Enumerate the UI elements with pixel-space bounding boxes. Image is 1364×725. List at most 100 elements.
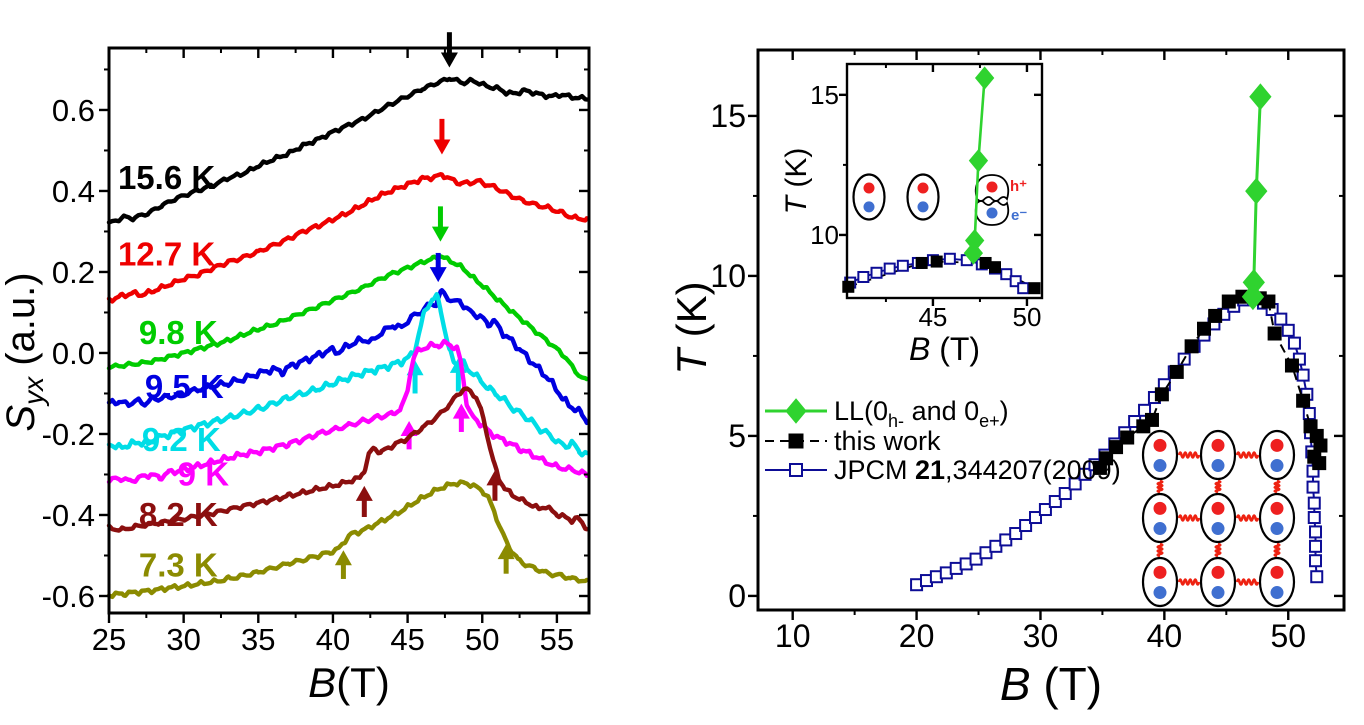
curve-15.6K — [106, 76, 589, 225]
inset-ll-point — [974, 66, 995, 90]
hole-dot — [863, 182, 875, 194]
spring-horizontal — [1235, 514, 1260, 522]
y-tick-label: 0.0 — [52, 336, 95, 371]
main-this_work-point — [1208, 308, 1223, 323]
exciton-ellipse — [1258, 429, 1296, 481]
inset-y-tick-label: 15 — [810, 80, 839, 110]
spring-vertical — [1273, 479, 1281, 494]
main-this_work-point — [1313, 438, 1328, 453]
curve-label-9.2K: 9.2 K — [142, 421, 221, 458]
legend-ll-point — [785, 398, 807, 424]
y-tick-label: -0.2 — [42, 417, 95, 452]
inset-yaxis-title: T (K) — [780, 148, 813, 215]
left-yaxis-title: Syx (a.u.) — [0, 272, 49, 431]
curve-label-9.8K: 9.8 K — [139, 314, 218, 351]
inset-jpcm-point — [1009, 275, 1022, 288]
y-tick-label: 10 — [710, 258, 746, 294]
hole-dot — [986, 181, 998, 193]
exciton-ellipse — [1141, 429, 1179, 481]
electron-dot — [1270, 522, 1284, 536]
x-tick-label: 55 — [540, 622, 574, 657]
hole-dot — [1270, 565, 1284, 579]
legend-jpcm-point — [789, 463, 803, 477]
main-jpcm-point — [1038, 503, 1052, 517]
legend-text-this_work: this work — [834, 426, 941, 456]
hole-dot — [1211, 565, 1225, 579]
main-this_work-point — [1267, 326, 1282, 341]
inset-jpcm-point — [1017, 282, 1030, 295]
main-this_work-point — [1261, 294, 1276, 309]
inset-this-work-point — [1028, 282, 1041, 295]
main-jpcm-point — [1274, 312, 1288, 326]
exciton-ellipse — [1199, 429, 1237, 481]
electron-dot — [986, 207, 998, 219]
inset-jpcm-point — [857, 270, 870, 283]
x-tick-label: 50 — [1270, 618, 1306, 654]
main-ll-point — [1241, 283, 1265, 311]
spring-vertical — [1214, 479, 1222, 494]
electron-dot — [1211, 459, 1225, 473]
main-jpcm-point — [1019, 519, 1033, 533]
y-tick-label: 5 — [728, 418, 746, 454]
electron-dot — [1153, 459, 1167, 473]
peak-arrow-head — [486, 470, 504, 486]
hole-dot — [1211, 438, 1225, 452]
right-panel: 10 20 30 40 50 0 5 10 15 B (T) T (K) LL(0h- and 0e+… — [668, 48, 1346, 710]
exciton-ellipse — [1199, 556, 1237, 608]
curve-label-8.2K: 8.2 K — [139, 496, 218, 533]
curve-9.8K — [106, 254, 589, 382]
inset-jpcm-point — [1000, 268, 1013, 281]
electron-dot — [1153, 522, 1167, 536]
hole-dot — [1270, 438, 1284, 452]
exciton-ellipse — [1258, 556, 1296, 608]
inset-xaxis-title: B (T) — [909, 331, 980, 367]
main-jpcm-point — [1307, 511, 1321, 525]
y-tick-label: 0.4 — [52, 174, 95, 209]
inset-panel: h⁺ e⁻ 45 50 15 10 B (T) T (K) — [780, 62, 1044, 367]
spring-vertical — [1214, 542, 1222, 558]
main-this_work-point — [1120, 430, 1135, 445]
electron-dot — [863, 201, 875, 213]
legend-text-jpcm: JPCM 21,344207(2009) — [834, 455, 1121, 485]
main-this_work-point — [1109, 440, 1124, 455]
spring-vertical — [1156, 542, 1164, 558]
electron-dot — [917, 201, 929, 213]
main-jpcm-point — [1029, 511, 1043, 525]
main-jpcm-point — [1296, 368, 1310, 382]
x-tick-label: 35 — [241, 622, 275, 657]
main-this_work-point — [1197, 321, 1212, 336]
main-this_work-point — [1312, 456, 1327, 471]
inset-jpcm-point — [883, 262, 896, 275]
curve-label-7.3K: 7.3 K — [139, 546, 218, 583]
curve-8.2K — [106, 386, 589, 533]
main-this_work-point — [1184, 339, 1199, 354]
hole-dot — [1153, 501, 1167, 515]
y-tick-label: -0.4 — [42, 498, 95, 533]
hole-dot — [1211, 501, 1225, 515]
main-jpcm-point — [1310, 570, 1324, 584]
hole-dot — [1270, 501, 1284, 515]
inset-this-work-point — [930, 255, 943, 268]
x-tick-label: 45 — [390, 622, 424, 657]
main-jpcm-point — [1309, 525, 1323, 539]
electron-label: e⁻ — [1011, 207, 1027, 224]
peak-arrow-head — [431, 226, 449, 242]
main-jpcm-point — [1302, 407, 1316, 421]
hole-dot — [1153, 565, 1167, 579]
curve-7.3K — [106, 479, 589, 600]
main-ll-point — [1245, 177, 1268, 205]
plot-frame — [756, 48, 1346, 612]
exciton-ellipse — [1258, 492, 1296, 544]
electron-dot — [1153, 586, 1167, 600]
curve-9K — [106, 338, 589, 485]
main-jpcm-point — [1309, 539, 1323, 553]
inset-exciton-cartoon: h⁺ e⁻ — [852, 173, 1027, 226]
inset-jpcm-point — [943, 252, 956, 265]
right-yaxis-title: T (K) — [668, 281, 715, 374]
peak-arrow-head — [355, 485, 373, 501]
main-ll-point — [1249, 83, 1272, 111]
x-tick-label: 20 — [899, 618, 935, 654]
